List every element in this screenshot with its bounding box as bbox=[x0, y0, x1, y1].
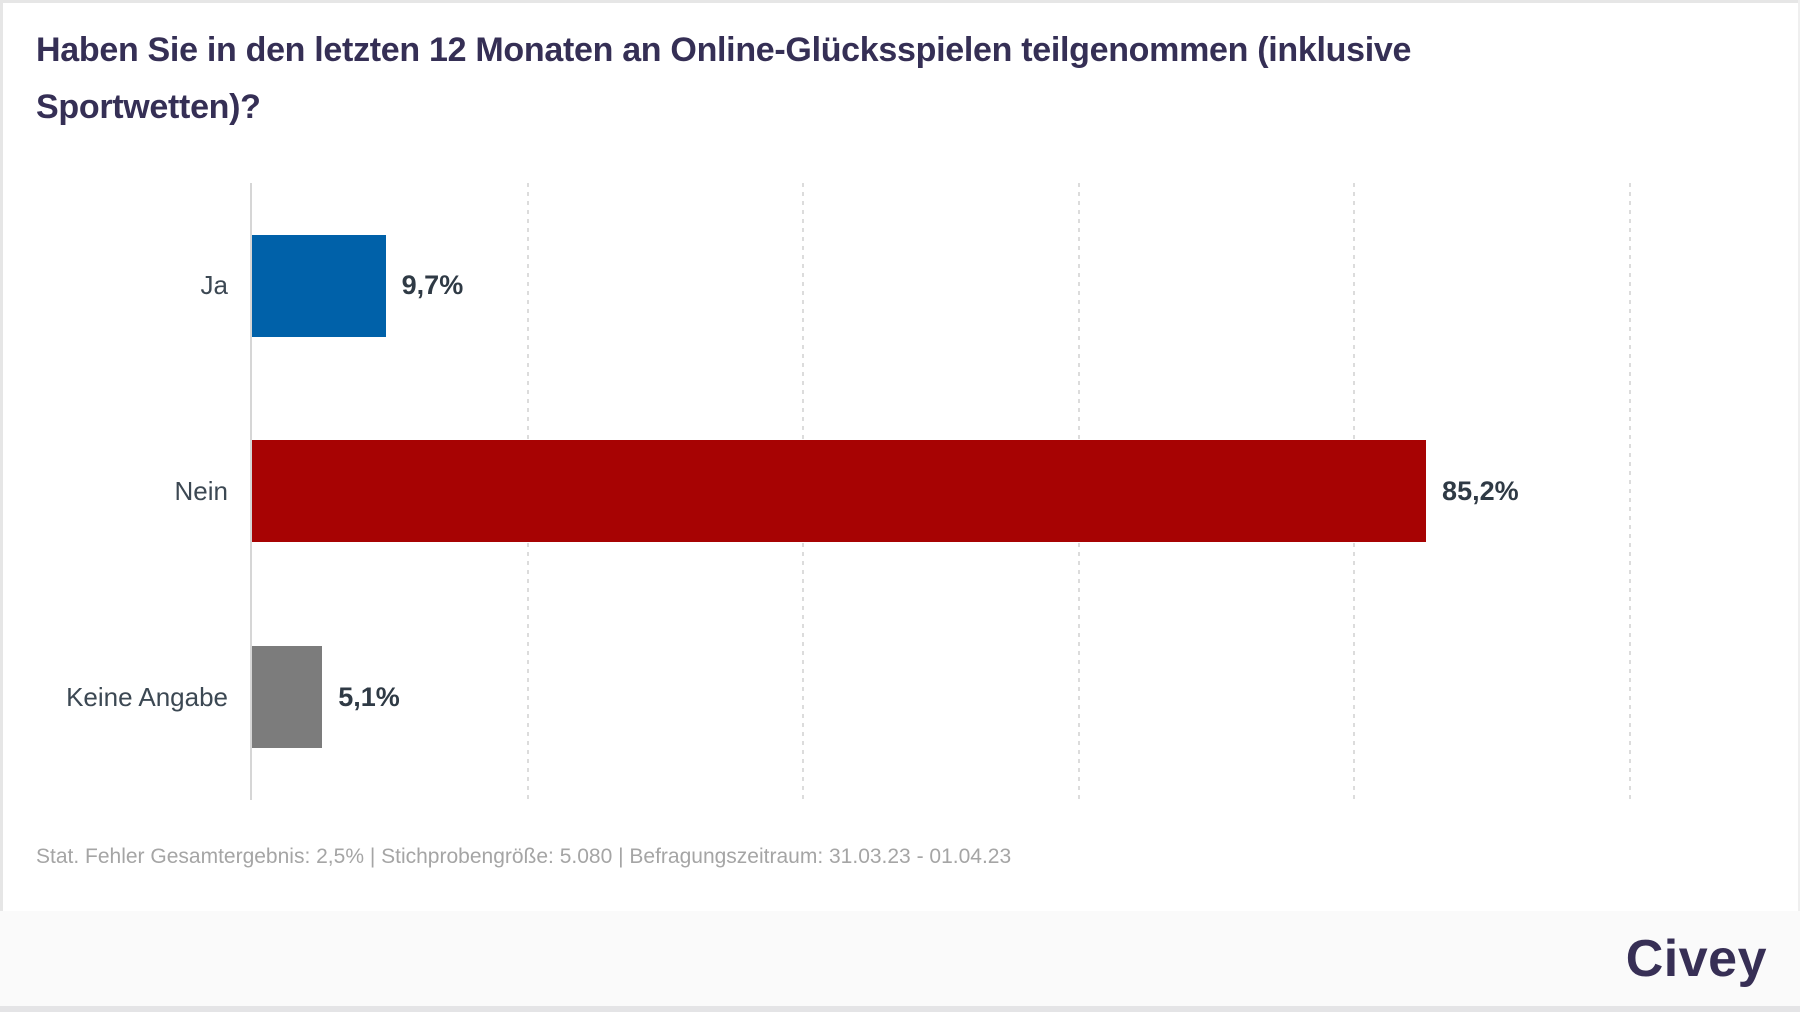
bar-row-ja: Ja 9,7% bbox=[201, 183, 1630, 389]
card-border-top bbox=[0, 0, 1800, 3]
category-label-keine-angabe: Keine Angabe bbox=[66, 681, 228, 712]
bar-nein bbox=[252, 440, 1427, 543]
footer-bar: Civey bbox=[0, 911, 1800, 1006]
gridline-100 bbox=[1629, 183, 1631, 800]
value-label-nein: 85,2% bbox=[1442, 475, 1519, 506]
card-border-left bbox=[0, 0, 3, 911]
card-border-bottom bbox=[0, 1006, 1800, 1012]
plot-area: Ja 9,7% Nein 85,2% Keine Angabe 5,1% bbox=[66, 183, 1631, 800]
question-title: Haben Sie in den letzten 12 Monaten an O… bbox=[36, 31, 1412, 126]
bar-row-keine-angabe: Keine Angabe 5,1% bbox=[66, 594, 1630, 800]
value-label-keine-angabe: 5,1% bbox=[338, 681, 400, 712]
bar-keine-angabe bbox=[252, 646, 323, 749]
card-border-right bbox=[1798, 0, 1800, 911]
category-label-ja: Ja bbox=[200, 270, 228, 301]
value-label-ja: 9,7% bbox=[401, 270, 464, 301]
civey-logo: Civey bbox=[1625, 929, 1767, 988]
category-label-nein: Nein bbox=[174, 475, 228, 506]
survey-stats: Stat. Fehler Gesamtergebnis: 2,5% | Stic… bbox=[36, 845, 1012, 868]
bar-row-nein: Nein 85,2% bbox=[175, 389, 1630, 595]
bar-ja bbox=[252, 234, 386, 337]
